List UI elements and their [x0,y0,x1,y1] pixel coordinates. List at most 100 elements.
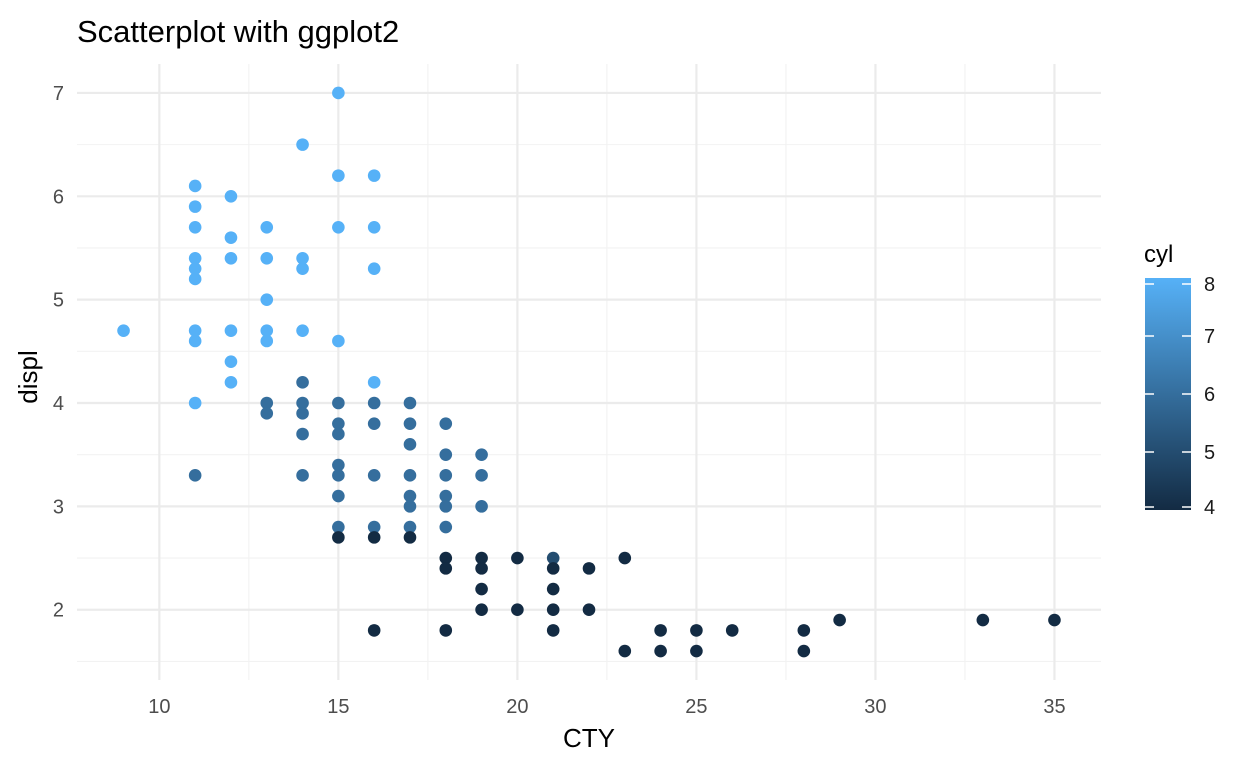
scatter-point [188,396,202,410]
x-tick-label: 35 [1043,696,1065,718]
legend-tick-label: 5 [1204,442,1215,464]
scatter-point [224,324,238,337]
scatter-point [296,469,309,482]
scatter-point [690,624,703,637]
scatter-point [260,221,274,234]
x-tick-label: 20 [506,696,528,718]
scatter-point [403,417,417,430]
y-tick-label: 2 [53,600,64,622]
scatter-point [224,355,238,368]
x-axis-title: CTY [563,723,615,753]
x-tick-label: 15 [327,696,349,718]
y-tick-label: 3 [53,496,64,518]
scatter-point [296,138,309,151]
scatter-point [403,469,417,482]
scatter-point [690,644,703,658]
scatter-point [439,562,453,575]
scatter-point [475,448,488,461]
scatter-point [188,252,202,265]
scatter-point [403,438,417,451]
legend-tick-label: 7 [1204,326,1215,348]
scatter-point [797,624,811,637]
scatter-point [367,169,381,182]
scatter-point [833,613,846,627]
scatter-point [332,86,345,100]
scatter-point [117,324,130,337]
scatter-point [475,582,488,596]
scatter-point [188,324,202,337]
scatter-point [546,562,560,575]
scatter-point [403,531,417,544]
y-tick-label: 4 [53,393,64,415]
scatter-point [618,644,632,658]
scatter-point [475,562,488,575]
scatter-point [582,562,596,575]
scatter-point [475,469,488,482]
scatter-point [332,489,345,503]
x-tick-label: 10 [148,696,170,718]
scatter-point [1048,613,1061,627]
scatter-point [332,520,345,534]
scatter-point [224,252,238,265]
scatter-point [188,469,202,482]
scatter-point [725,624,739,637]
scatter-point [260,324,274,337]
scatter-point [439,489,453,503]
scatter-point [332,458,345,472]
scatter-point [439,417,453,430]
scatter-point [332,469,345,482]
scatter-point [439,469,453,482]
scatter-point [403,396,417,410]
scatter-point [511,603,524,617]
scatter-point [367,376,381,389]
scatter-point [403,489,417,503]
scatter-point [439,448,453,461]
y-axis-title: displ [13,350,43,403]
chart-title: Scatterplot with ggplot2 [77,14,399,49]
scatter-point [224,231,238,244]
scatter-point [224,189,238,203]
scatter-point [260,334,274,348]
legend-ticks: 4 5 6 7 8 [1145,274,1215,519]
legend-tick-label: 6 [1204,384,1215,406]
scatter-point [475,603,488,617]
scatter-point [367,520,381,534]
scatter-point [475,500,488,513]
scatter-point [511,551,524,565]
scatter-point [475,551,488,565]
legend-title: cyl [1144,241,1173,268]
scatter-point [260,396,274,410]
scatter-point [546,603,560,617]
legend-tick-label: 8 [1204,274,1215,296]
x-tick-label: 25 [685,696,707,718]
data-points [117,86,1061,658]
plot-grid [77,64,1101,680]
scatter-point [296,396,309,410]
scatter-point [260,407,274,420]
legend-tick-label: 4 [1204,497,1215,519]
color-legend: cyl 4 5 6 7 8 [1144,241,1215,519]
scatter-point [403,500,417,513]
scatter-point [618,551,632,565]
scatter-point [260,293,274,306]
scatter-point [188,179,202,193]
y-tick-label: 7 [53,83,64,105]
scatter-point [332,169,345,182]
scatter-point [403,520,417,534]
scatter-point [332,531,345,544]
scatter-point [654,644,667,658]
scatter-point [296,427,309,441]
x-tick-label: 30 [864,696,886,718]
scatter-point [367,624,381,637]
y-tick-label: 5 [53,290,64,312]
scatter-point [439,551,453,565]
scatter-point [188,200,202,213]
scatter-point [224,376,238,389]
y-tick-label: 6 [53,186,64,208]
scatter-point [546,582,560,596]
scatter-point [260,252,274,265]
scatter-point [188,334,202,348]
scatter-point [976,613,990,627]
scatter-point [296,262,309,275]
